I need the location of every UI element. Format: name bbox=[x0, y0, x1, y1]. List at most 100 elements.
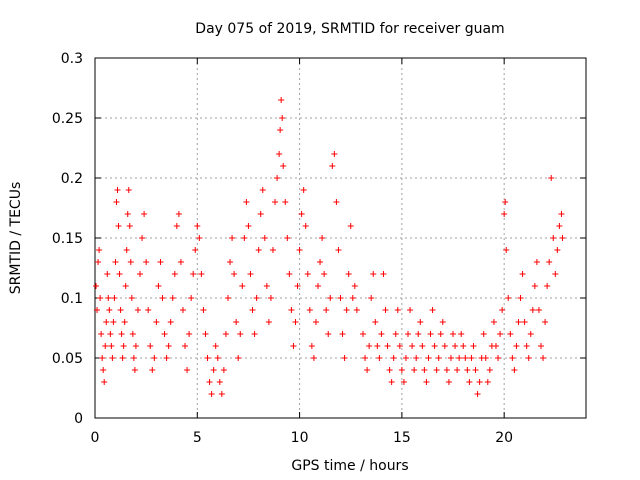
data-point bbox=[443, 367, 450, 373]
data-point bbox=[392, 331, 399, 337]
grid bbox=[95, 58, 586, 418]
data-point bbox=[115, 223, 122, 229]
data-point bbox=[507, 331, 514, 337]
data-point bbox=[257, 211, 264, 217]
data-point bbox=[190, 271, 197, 277]
data-point bbox=[501, 211, 508, 217]
data-point bbox=[300, 187, 307, 193]
data-point bbox=[119, 355, 126, 361]
data-point bbox=[212, 343, 219, 349]
x-tick-label: 0 bbox=[91, 430, 100, 446]
data-point bbox=[458, 331, 465, 337]
data-point bbox=[177, 259, 184, 265]
data-point bbox=[149, 367, 156, 373]
data-point bbox=[435, 355, 442, 361]
data-point bbox=[454, 367, 461, 373]
y-tick-label: 0.15 bbox=[52, 231, 83, 247]
data-point bbox=[378, 331, 385, 337]
data-point bbox=[282, 199, 289, 205]
data-point bbox=[233, 319, 240, 325]
data-point bbox=[302, 223, 309, 229]
data-point bbox=[382, 307, 389, 313]
data-point bbox=[130, 355, 137, 361]
data-point bbox=[102, 343, 109, 349]
data-point bbox=[425, 355, 432, 361]
data-point bbox=[390, 355, 397, 361]
data-point bbox=[272, 199, 279, 205]
data-point bbox=[325, 331, 332, 337]
data-point bbox=[103, 319, 110, 325]
data-point bbox=[175, 211, 182, 217]
data-point bbox=[145, 307, 152, 313]
data-point bbox=[415, 331, 422, 337]
data-point bbox=[353, 307, 360, 313]
data-point bbox=[327, 295, 334, 301]
data-point bbox=[202, 331, 209, 337]
data-point bbox=[161, 331, 168, 337]
data-point bbox=[167, 319, 174, 325]
data-point bbox=[208, 391, 215, 397]
data-point bbox=[321, 271, 328, 277]
data-point bbox=[402, 355, 409, 361]
data-point bbox=[274, 175, 281, 181]
data-point bbox=[502, 199, 509, 205]
data-point bbox=[407, 307, 414, 313]
data-point bbox=[360, 331, 367, 337]
data-point bbox=[100, 367, 107, 373]
data-point bbox=[366, 343, 373, 349]
data-point bbox=[556, 223, 563, 229]
data-point bbox=[466, 379, 473, 385]
data-point bbox=[362, 355, 369, 361]
data-point bbox=[159, 295, 166, 301]
data-point bbox=[231, 271, 238, 277]
data-point bbox=[247, 271, 254, 277]
data-point bbox=[241, 235, 248, 241]
data-point bbox=[433, 367, 440, 373]
data-point bbox=[126, 223, 133, 229]
data-point bbox=[486, 367, 493, 373]
data-point bbox=[388, 379, 395, 385]
data-point bbox=[413, 355, 420, 361]
data-point bbox=[298, 211, 305, 217]
data-point bbox=[198, 271, 205, 277]
data-point bbox=[513, 343, 520, 349]
data-point bbox=[129, 331, 136, 337]
data-point bbox=[314, 283, 321, 289]
data-point bbox=[531, 283, 538, 289]
data-point bbox=[277, 127, 284, 133]
data-point bbox=[111, 295, 118, 301]
data-point bbox=[179, 307, 186, 313]
data-point bbox=[107, 331, 114, 337]
y-axis-title: SRMTID / TECUs bbox=[8, 182, 24, 295]
data-point bbox=[447, 355, 454, 361]
data-point bbox=[224, 295, 231, 301]
data-point bbox=[525, 355, 532, 361]
data-point bbox=[105, 295, 112, 301]
data-point bbox=[294, 283, 301, 289]
data-point bbox=[284, 235, 291, 241]
data-point bbox=[331, 151, 338, 157]
data-point bbox=[196, 235, 203, 241]
chart-title: Day 075 of 2019, SRMTID for receiver gua… bbox=[195, 21, 504, 37]
data-point bbox=[533, 259, 540, 265]
data-point bbox=[292, 319, 299, 325]
data-point bbox=[521, 319, 528, 325]
data-point bbox=[341, 355, 348, 361]
data-point bbox=[445, 379, 452, 385]
data-point bbox=[456, 355, 463, 361]
data-point bbox=[503, 247, 510, 253]
data-point bbox=[462, 355, 469, 361]
data-point bbox=[405, 331, 412, 337]
data-point bbox=[421, 367, 428, 373]
data-point bbox=[206, 379, 213, 385]
data-point bbox=[380, 271, 387, 277]
data-point bbox=[431, 343, 438, 349]
data-point bbox=[548, 175, 555, 181]
data-point bbox=[269, 247, 276, 253]
data-point bbox=[540, 355, 547, 361]
data-point bbox=[169, 295, 176, 301]
data-point bbox=[490, 319, 497, 325]
data-point bbox=[188, 295, 195, 301]
data-point bbox=[306, 307, 313, 313]
